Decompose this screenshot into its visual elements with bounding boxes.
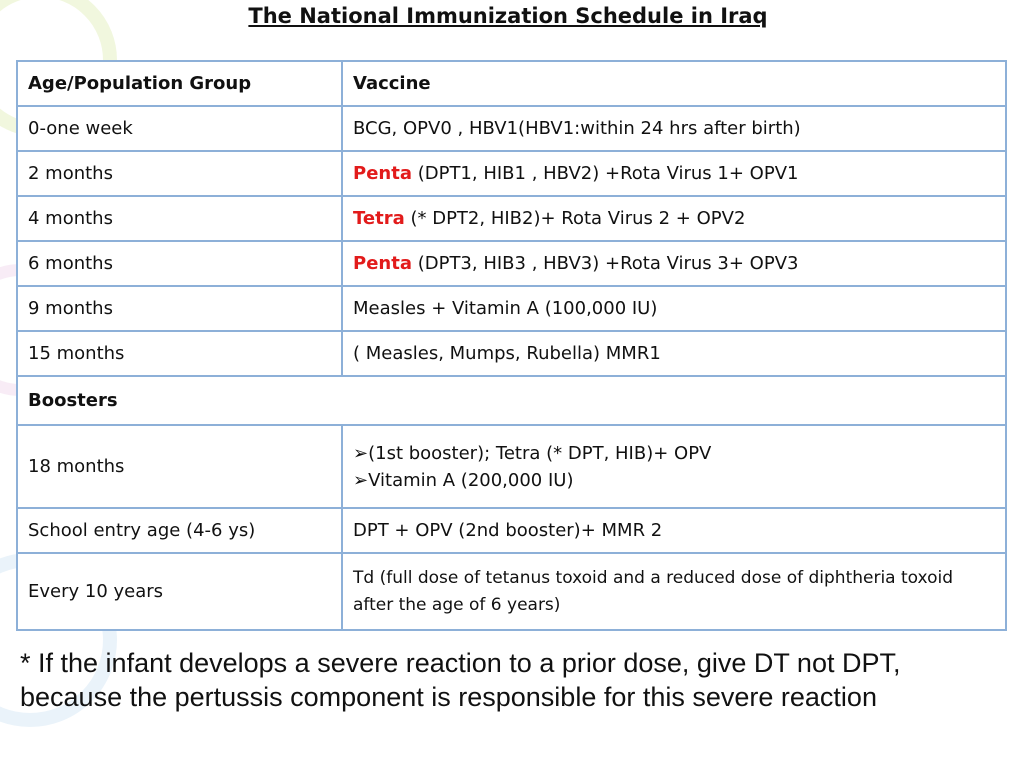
vaccine-text: Td (full dose of tetanus toxoid and a re… [353,567,953,615]
group-cell: School entry age (4-6 ys) [16,507,343,554]
highlight: Penta [353,163,412,184]
group-cell: Every 10 years [16,552,343,631]
vaccine-text: (DPT3, HIB3 , HBV3) +Rota Virus 3+ OPV3 [417,253,799,274]
vaccine-text: (DPT1, HIB1 , HBV2) +Rota Virus 1+ OPV1 [417,163,799,184]
vaccine-text: BCG, OPV0 , HBV1(HBV1:within 24 hrs afte… [353,118,801,139]
vaccine-cell: Td (full dose of tetanus toxoid and a re… [341,552,1007,631]
vaccine-cell: ( Measles, Mumps, Rubella) MMR1 [341,330,1007,377]
group-cell: 2 months [16,150,343,197]
table-row: 9 months Measles + Vitamin A (100,000 IU) [16,285,1007,332]
highlight: Tetra [353,208,405,229]
group-cell: 0-one week [16,105,343,152]
header-cell: Age/Population Group [16,60,343,107]
vaccine-text: DPT + OPV (2nd booster)+ MMR 2 [353,520,663,541]
vaccine-text: (* DPT2, HIB2)+ Rota Virus 2 + OPV2 [410,208,746,229]
table-row: 15 months ( Measles, Mumps, Rubella) MMR1 [16,330,1007,377]
group-cell: 6 months [16,240,343,287]
vaccine-text: ( Measles, Mumps, Rubella) MMR1 [353,343,661,364]
table-row: Every 10 years Td (full dose of tetanus t… [16,552,1007,631]
vaccine-cell: DPT + OPV (2nd booster)+ MMR 2 [341,507,1007,554]
vaccine-cell: Penta (DPT3, HIB3 , HBV3) +Rota Virus 3+… [341,240,1007,287]
title: The National Immunization Schedule in Ir… [248,4,768,28]
table-row: 2 months Penta (DPT1, HIB1 , HBV2) +Rota … [16,150,1007,197]
vaccine-cell: (1st booster); Tetra (* DPT, HIB)+ OPVVi… [341,424,1007,509]
section-cell: Boosters [16,375,1007,426]
vaccine-cell: Measles + Vitamin A (100,000 IU) [341,285,1007,332]
table-row: 4 months Tetra (* DPT2, HIB2)+ Rota Virus… [16,195,1007,242]
vaccine-cell: Penta (DPT1, HIB1 , HBV2) +Rota Virus 1+… [341,150,1007,197]
schedule-table: Age/Population Group Vaccine 0-one week BCG… [16,60,1007,631]
vaccine-cell: Tetra (* DPT2, HIB2)+ Rota Virus 2 + OPV… [341,195,1007,242]
table-row: 18 months(1st booster); Tetra (* DPT, HI… [16,424,1007,509]
group-cell: 18 months [16,424,343,509]
bullet-item: Vitamin A (200,000 IU) [353,467,995,494]
footnote: * If the infant develops a severe reacti… [20,648,901,712]
header-row: Age/Population Group Vaccine [16,60,1007,107]
header-cell: Vaccine [341,60,1007,107]
table-row: 6 months Penta (DPT3, HIB3 , HBV3) +Rota … [16,240,1007,287]
group-cell: 15 months [16,330,343,377]
table-row: School entry age (4-6 ys) DPT + OPV (2nd … [16,507,1007,554]
group-cell: 9 months [16,285,343,332]
bullet-item: (1st booster); Tetra (* DPT, HIB)+ OPV [353,440,995,467]
section-row: Boosters [16,375,1007,426]
vaccine-text: Measles + Vitamin A (100,000 IU) [353,298,658,319]
vaccine-cell: BCG, OPV0 , HBV1(HBV1:within 24 hrs afte… [341,105,1007,152]
table-row: 0-one week BCG, OPV0 , HBV1(HBV1:within 2… [16,105,1007,152]
group-cell: 4 months [16,195,343,242]
highlight: Penta [353,253,412,274]
